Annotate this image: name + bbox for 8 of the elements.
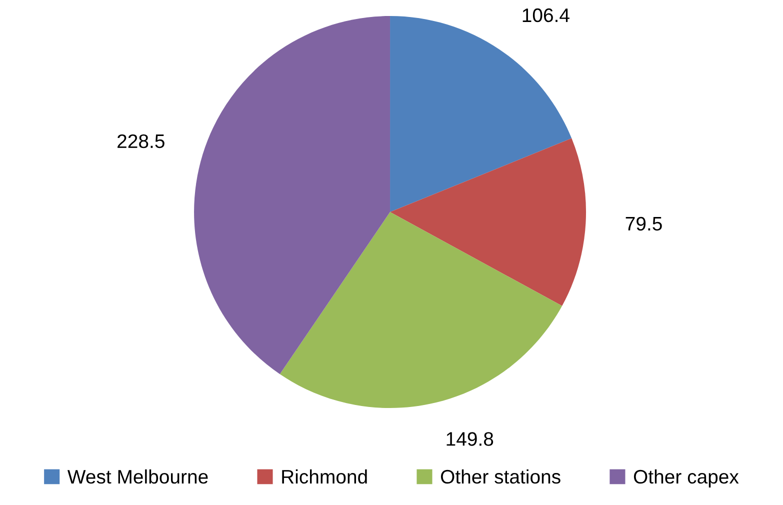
legend-label: Other stations [440,469,560,484]
legend-label: Richmond [282,469,367,484]
data-label: 79.5 [626,216,662,231]
legend-label: Other capex [634,469,739,488]
data-label: 149.8 [446,432,494,446]
data-label: 106.4 [522,8,570,22]
legend-label: West Melbourne [67,469,208,484]
data-label: 228.5 [118,134,164,148]
